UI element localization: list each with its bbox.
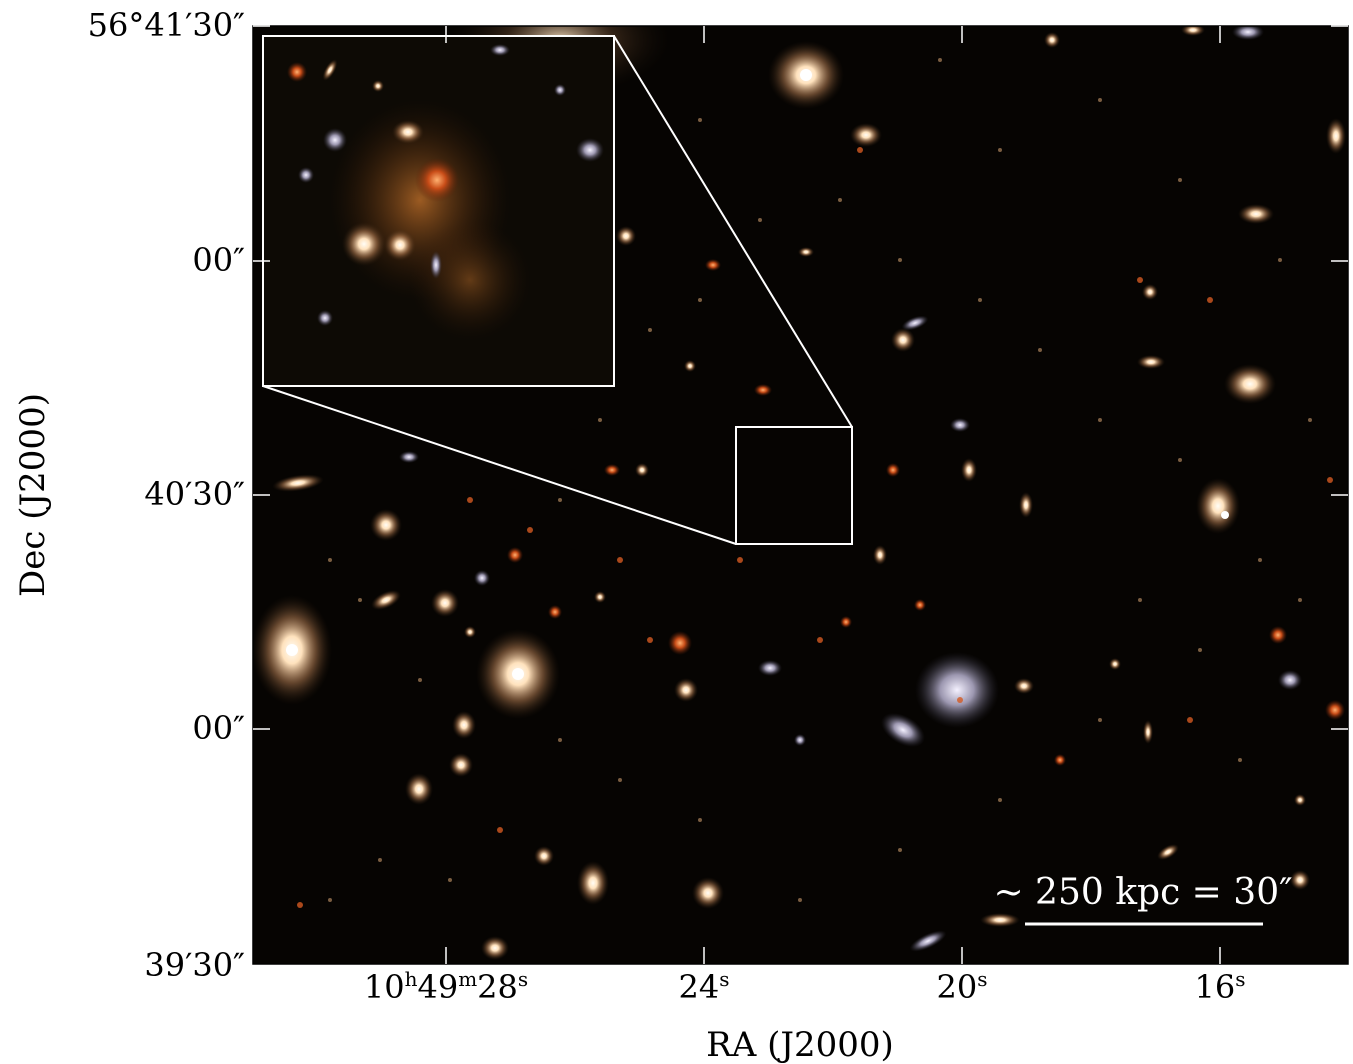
y-tick-label: 00″ [192, 709, 245, 747]
zoom-connector-bottom [262, 385, 737, 545]
scale-bar-label: ~ 250 kpc = 30″ [993, 872, 1292, 913]
zoom-connector-top [613, 35, 853, 428]
y-tick-label: 56°41′30″ [88, 6, 245, 44]
y-tick-labels: 56°41′30″ 00″ 40′30″ 00″ 39′30″ [88, 6, 245, 984]
x-tick-labels: 10h49m28s 24s 20s 16s [364, 967, 1246, 1006]
y-tick-label: 40′30″ [144, 475, 245, 513]
tick-marks [253, 25, 1348, 964]
y-axis-label: Dec (J2000) [13, 393, 53, 597]
y-tick-label: 00″ [192, 241, 245, 279]
x-tick-label: 16s [1195, 967, 1246, 1006]
scale-bar: ~ 250 kpc = 30″ [993, 872, 1293, 926]
zoom-region-box [735, 426, 853, 545]
x-tick-label: 20s [937, 967, 988, 1006]
sky-image [253, 26, 1348, 964]
y-tick-label: 39′30″ [144, 946, 245, 984]
x-tick-label: 24s [679, 967, 730, 1006]
zoom-inset [262, 35, 853, 545]
inset-frame [262, 35, 615, 387]
x-tick-label: 10h49m28s [364, 967, 528, 1006]
x-axis-label: RA (J2000) [706, 1025, 894, 1064]
